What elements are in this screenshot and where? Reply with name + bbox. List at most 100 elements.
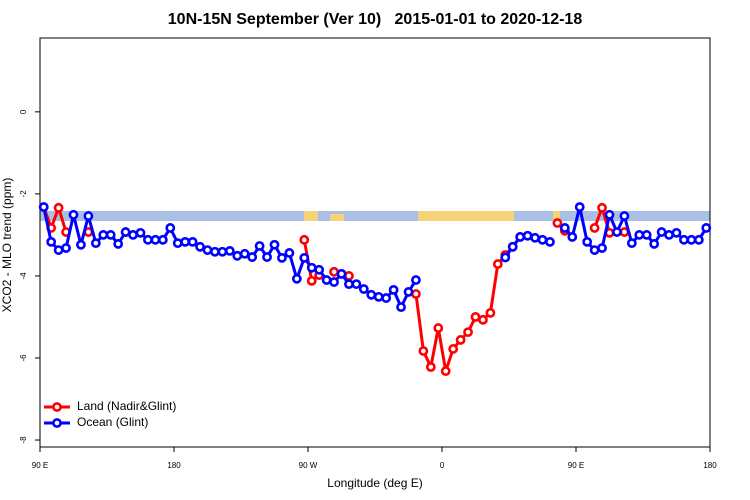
point xyxy=(46,236,57,247)
point xyxy=(187,236,198,247)
point xyxy=(358,284,369,294)
y-tick-label: -4 xyxy=(19,272,28,280)
point xyxy=(321,275,332,285)
point xyxy=(686,234,697,245)
point xyxy=(589,223,600,233)
point xyxy=(671,227,682,238)
point xyxy=(411,275,421,285)
point xyxy=(329,277,339,287)
point xyxy=(38,202,49,212)
land-patch xyxy=(553,211,560,221)
point xyxy=(68,209,79,220)
legend-label: Land (Nadir&Glint) xyxy=(77,399,176,413)
y-tick-label: -8 xyxy=(19,436,28,444)
point xyxy=(53,245,64,255)
point xyxy=(656,227,667,237)
point xyxy=(351,279,362,290)
point xyxy=(269,239,280,250)
point xyxy=(135,227,146,238)
point xyxy=(411,289,421,299)
point xyxy=(545,236,555,247)
point xyxy=(478,314,488,325)
point xyxy=(284,248,295,258)
point xyxy=(306,275,317,286)
x-tick-label: 90 E xyxy=(568,461,584,470)
y-tick-label: 0 xyxy=(19,109,28,114)
plot-frame xyxy=(39,37,711,448)
point xyxy=(210,246,220,257)
point xyxy=(195,241,205,252)
point xyxy=(440,366,451,377)
legend-label: Ocean (Glint) xyxy=(77,415,148,429)
land-patch xyxy=(418,211,514,221)
point xyxy=(559,223,570,233)
y-axis-label: XCO2 - MLO trend (ppm) xyxy=(0,178,14,313)
point xyxy=(552,218,563,228)
point xyxy=(344,279,354,290)
point xyxy=(582,236,593,247)
point xyxy=(693,234,704,245)
point xyxy=(329,266,339,277)
point xyxy=(567,232,578,242)
land-patch xyxy=(330,214,344,221)
point xyxy=(239,248,250,259)
x-tick-label: 180 xyxy=(703,461,717,470)
point xyxy=(597,202,607,213)
point xyxy=(224,246,235,256)
legend-marker xyxy=(52,418,62,428)
point xyxy=(626,238,637,249)
y-tick-label: -6 xyxy=(19,354,28,362)
point xyxy=(98,230,109,240)
point xyxy=(492,259,503,269)
point xyxy=(425,362,436,372)
point xyxy=(277,252,287,263)
point xyxy=(396,302,406,313)
point xyxy=(530,232,540,243)
point xyxy=(254,241,265,251)
point xyxy=(143,234,153,245)
point xyxy=(373,291,384,302)
point xyxy=(120,227,131,237)
point xyxy=(433,323,444,333)
point xyxy=(641,230,652,240)
point xyxy=(664,230,674,240)
ocean-band xyxy=(40,211,710,221)
y-tick-label: -2 xyxy=(19,190,28,198)
point xyxy=(500,252,511,263)
point xyxy=(217,246,228,257)
point xyxy=(381,293,392,303)
x-axis-label: Longitude (deg E) xyxy=(327,476,422,490)
point xyxy=(262,252,272,262)
point xyxy=(366,289,377,300)
point xyxy=(612,227,622,237)
point xyxy=(202,245,213,255)
point xyxy=(180,236,191,247)
point xyxy=(634,230,645,240)
land-patch xyxy=(304,211,318,221)
legend-marker xyxy=(52,402,62,412)
point xyxy=(336,268,347,279)
point xyxy=(388,284,399,295)
point xyxy=(537,234,548,245)
point xyxy=(619,211,630,221)
point xyxy=(61,243,71,253)
point xyxy=(314,264,325,275)
x-tick-label: 0 xyxy=(440,461,445,470)
point xyxy=(157,234,168,245)
point xyxy=(247,252,258,262)
x-tick-label: 90 E xyxy=(32,461,48,470)
point xyxy=(232,250,243,261)
point xyxy=(649,239,660,249)
x-tick-label: 90 W xyxy=(299,461,318,470)
land-ocean-band xyxy=(40,211,710,221)
point xyxy=(76,239,86,250)
point xyxy=(455,335,466,345)
point xyxy=(113,239,124,249)
point xyxy=(83,211,94,221)
point xyxy=(105,230,116,240)
point xyxy=(448,344,459,354)
point xyxy=(291,273,302,284)
point xyxy=(589,245,600,255)
